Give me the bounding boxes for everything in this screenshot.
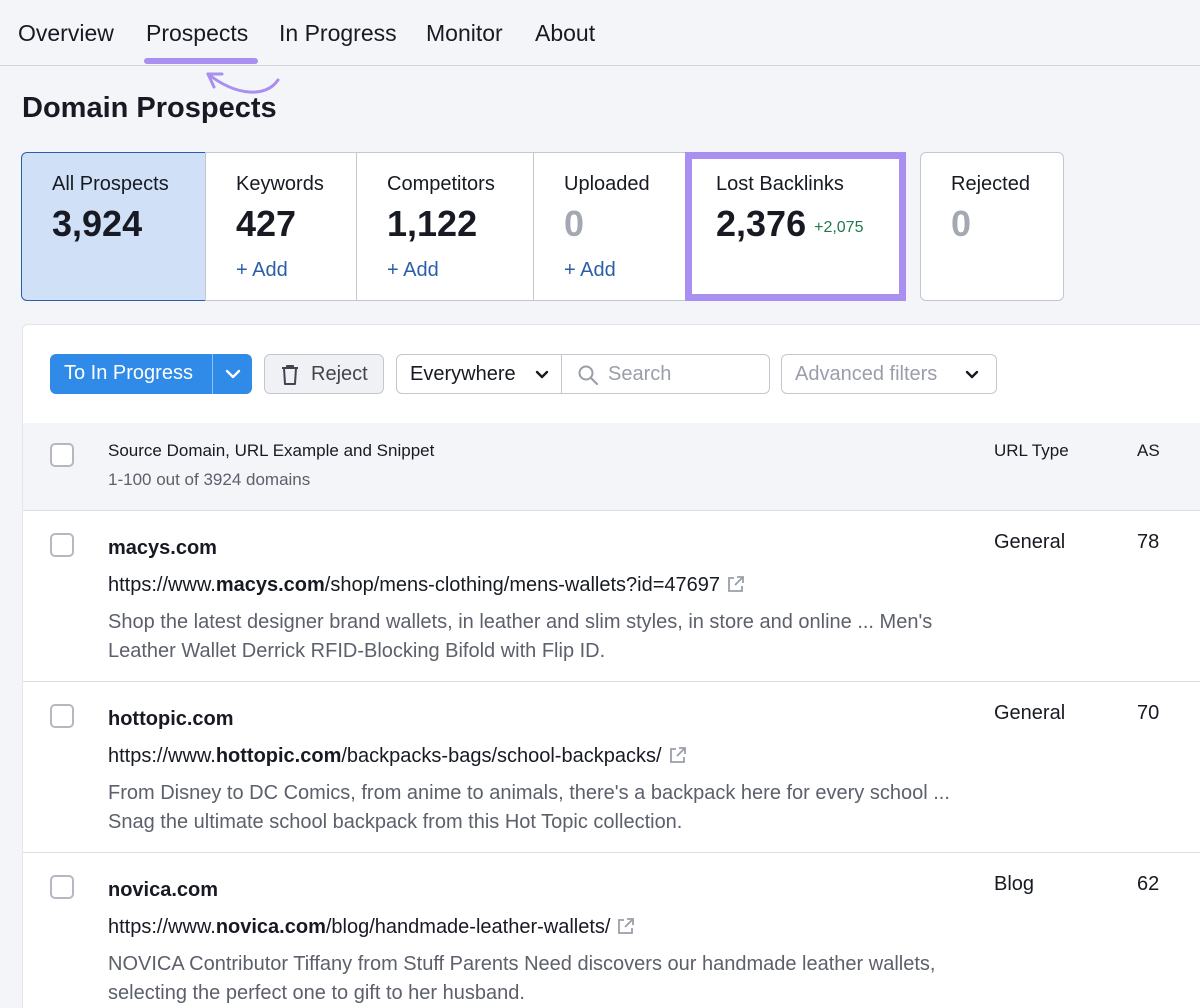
top-nav: Overview Prospects In Progress Monitor A… — [0, 0, 1200, 94]
table-header: Source Domain, URL Example and Snippet 1… — [23, 423, 1200, 511]
button-divider — [212, 354, 213, 394]
to-in-progress-button[interactable]: To In Progress — [50, 354, 252, 394]
pointer-arrow-icon — [206, 72, 280, 94]
url-domain: macys.com — [215, 574, 325, 596]
column-header-as[interactable]: AS — [1137, 441, 1160, 460]
scope-value: Everywhere — [410, 363, 516, 385]
url-path: /blog/handmade-leather-wallets/ — [325, 916, 611, 938]
card-label: Lost Backlinks — [716, 173, 844, 195]
to-in-progress-label: To In Progress — [64, 362, 193, 384]
tab-in-progress[interactable]: In Progress — [279, 20, 397, 46]
card-competitors[interactable]: Competitors 1,122 + Add — [356, 152, 534, 301]
url-domain: hottopic.com — [215, 745, 342, 767]
card-value: 0 — [951, 203, 972, 244]
reject-label: Reject — [311, 363, 368, 385]
add-uploaded-link[interactable]: + Add — [564, 259, 616, 281]
chevron-down-icon — [535, 370, 549, 379]
row-as: 70 — [1137, 702, 1160, 724]
active-tab-underline — [144, 58, 258, 64]
card-value: 1,122 — [387, 203, 478, 244]
row-url-link[interactable]: https://www.hottopic.com/backpacks-bags/… — [108, 745, 688, 768]
page-title: Domain Prospects — [22, 92, 277, 124]
chevron-down-icon[interactable] — [224, 364, 242, 384]
scope-select[interactable]: Everywhere — [396, 354, 562, 394]
reject-button[interactable]: Reject — [264, 354, 384, 394]
url-path: /backpacks-bags/school-backpacks/ — [341, 745, 662, 767]
url-domain: novica.com — [215, 916, 326, 938]
table-row: hottopic.com https://www.hottopic.com/ba… — [23, 682, 1200, 853]
row-as: 62 — [1137, 873, 1160, 895]
row-snippet: From Disney to DC Comics, from anime to … — [108, 782, 950, 833]
card-keywords[interactable]: Keywords 427 + Add — [205, 152, 357, 301]
tab-about[interactable]: About — [535, 20, 596, 46]
row-checkbox[interactable] — [50, 533, 74, 557]
card-value: 3,924 — [52, 203, 143, 244]
url-path: /shop/mens-clothing/mens-wallets?id=4769… — [324, 574, 721, 596]
toolbar: To In Progress Reject Everywhere — [23, 325, 1200, 423]
row-domain: macys.com — [108, 537, 217, 559]
search-field[interactable] — [562, 354, 770, 394]
row-url-type: Blog — [994, 873, 1035, 895]
row-as: 78 — [1137, 531, 1160, 553]
card-delta: +2,075 — [814, 219, 864, 236]
card-value: 427 — [236, 203, 297, 244]
table-row: macys.com https://www.macys.com/shop/men… — [23, 511, 1200, 682]
row-snippet: NOVICA Contributor Tiffany from Stuff Pa… — [108, 953, 936, 1004]
card-label: Keywords — [236, 173, 324, 195]
card-lost-backlinks[interactable]: Lost Backlinks 2,376 +2,075 — [685, 152, 906, 301]
row-domain: novica.com — [108, 879, 219, 901]
column-header-source[interactable]: Source Domain, URL Example and Snippet — [108, 441, 435, 460]
trash-icon — [282, 365, 298, 385]
card-label: Competitors — [387, 173, 495, 195]
card-value-wrap: 2,376 +2,075 — [716, 203, 863, 245]
advanced-filters-dropdown[interactable]: Advanced filters — [781, 354, 997, 394]
external-link-icon[interactable] — [726, 574, 746, 594]
advanced-filters-label: Advanced filters — [795, 363, 938, 385]
search-icon — [578, 365, 599, 386]
external-link-icon[interactable] — [616, 916, 636, 936]
card-value: 2,376 — [716, 203, 807, 244]
row-url-type: General — [994, 531, 1066, 553]
prospects-panel: To In Progress Reject Everywhere — [22, 324, 1200, 1008]
row-snippet: Shop the latest designer brand wallets, … — [108, 611, 933, 662]
external-link-icon[interactable] — [668, 745, 688, 765]
card-value: 0 — [564, 203, 585, 244]
card-uploaded[interactable]: Uploaded 0 + Add — [533, 152, 686, 301]
search-input[interactable] — [608, 361, 758, 387]
row-domain: hottopic.com — [108, 708, 234, 730]
url-prefix: https://www. — [108, 574, 216, 596]
select-all-checkbox[interactable] — [50, 443, 74, 467]
card-label: Uploaded — [564, 173, 650, 195]
card-label: All Prospects — [52, 173, 169, 195]
row-url-type: General — [994, 702, 1066, 724]
results-count: 1-100 out of 3924 domains — [108, 470, 311, 489]
row-checkbox[interactable] — [50, 704, 74, 728]
table-row: novica.com https://www.novica.com/blog/h… — [23, 853, 1200, 1008]
card-label: Rejected — [951, 173, 1030, 195]
tab-prospects[interactable]: Prospects — [146, 20, 249, 46]
add-keywords-link[interactable]: + Add — [236, 259, 288, 281]
row-checkbox[interactable] — [50, 875, 74, 899]
chevron-down-icon — [965, 370, 979, 379]
card-rejected[interactable]: Rejected 0 — [920, 152, 1064, 301]
row-url-link[interactable]: https://www.novica.com/blog/handmade-lea… — [108, 916, 636, 939]
url-prefix: https://www. — [108, 916, 216, 938]
row-url-link[interactable]: https://www.macys.com/shop/mens-clothing… — [108, 574, 746, 597]
column-header-url-type[interactable]: URL Type — [994, 441, 1069, 460]
tab-monitor[interactable]: Monitor — [426, 20, 503, 46]
add-competitors-link[interactable]: + Add — [387, 259, 439, 281]
card-all-prospects[interactable]: All Prospects 3,924 — [21, 152, 206, 301]
tab-overview[interactable]: Overview — [18, 20, 114, 46]
url-prefix: https://www. — [108, 745, 216, 767]
